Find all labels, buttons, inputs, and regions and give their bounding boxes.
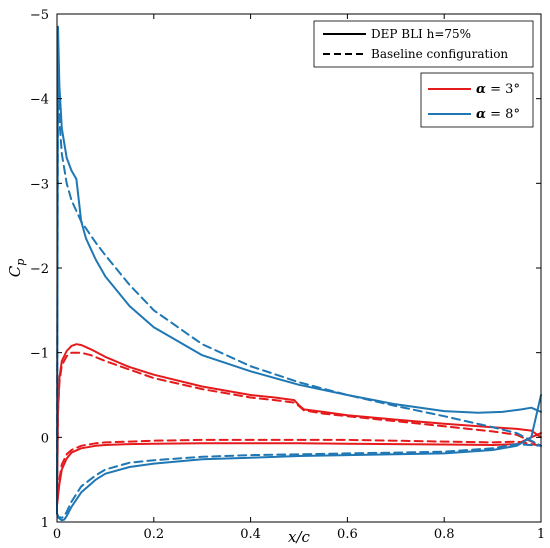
y-tick-label: −1 xyxy=(30,347,49,362)
y-tick-label: −5 xyxy=(30,8,49,23)
svg-text:Cp: Cp xyxy=(6,259,27,278)
tick-label-layer: 0 0.2 0.4 0.6 0.8 1−5−4−3−2−101 xyxy=(30,8,545,542)
series-alpha-8-dep-bli-lower xyxy=(56,394,542,522)
y-axis-title-main: C xyxy=(6,265,24,277)
legend-alpha-3-symbol: α xyxy=(476,82,486,97)
series-alpha-8-baseline-lower xyxy=(56,443,542,519)
series-layer xyxy=(56,25,542,522)
y-tick-label: 1 xyxy=(41,516,49,531)
style-legend: DEP BLI h=75% Baseline configuration xyxy=(313,20,534,68)
x-tick-label: 0.6 xyxy=(337,527,358,542)
x-tick-label: 0.4 xyxy=(240,527,261,542)
y-axis-title-sub: p xyxy=(14,259,27,266)
legend-alpha-3-label: α = 3° xyxy=(476,82,520,97)
series-alpha-8-baseline-upper xyxy=(56,72,542,515)
legend-label-baseline: Baseline configuration xyxy=(371,47,508,61)
legend-label-dep-bli: DEP BLI h=75% xyxy=(371,27,471,41)
alpha-legend: α = 3° α = 8° xyxy=(420,72,534,128)
tick-layer xyxy=(56,13,542,523)
y-axis-title: Cp xyxy=(6,259,27,278)
series-alpha-3-dep-bli-lower xyxy=(56,432,542,507)
series-alpha-3-baseline-upper xyxy=(56,351,542,507)
series-alpha-3-dep-bli-upper xyxy=(56,343,542,507)
legend-alpha-8-value: = 8° xyxy=(486,107,520,122)
series-alpha-8-dep-bli-upper xyxy=(56,25,542,515)
x-tick-label: 0 xyxy=(53,527,61,542)
y-tick-label: −4 xyxy=(30,93,49,108)
x-tick-label: 1 xyxy=(537,527,545,542)
alpha-legend-box xyxy=(420,72,534,128)
legend-alpha-8-symbol: α xyxy=(476,107,486,122)
y-tick-label: −3 xyxy=(30,177,49,192)
y-tick-label: −2 xyxy=(30,262,49,277)
series-alpha-3-baseline-lower xyxy=(56,438,542,507)
x-tick-label: 0.2 xyxy=(143,527,164,542)
x-axis-title: x/c xyxy=(288,528,311,546)
y-tick-label: 0 xyxy=(41,431,49,446)
legend-alpha-8-label: α = 8° xyxy=(476,107,520,122)
x-tick-label: 0.8 xyxy=(434,527,455,542)
style-legend-box xyxy=(313,20,534,68)
legend-alpha-3-value: = 3° xyxy=(486,82,520,97)
